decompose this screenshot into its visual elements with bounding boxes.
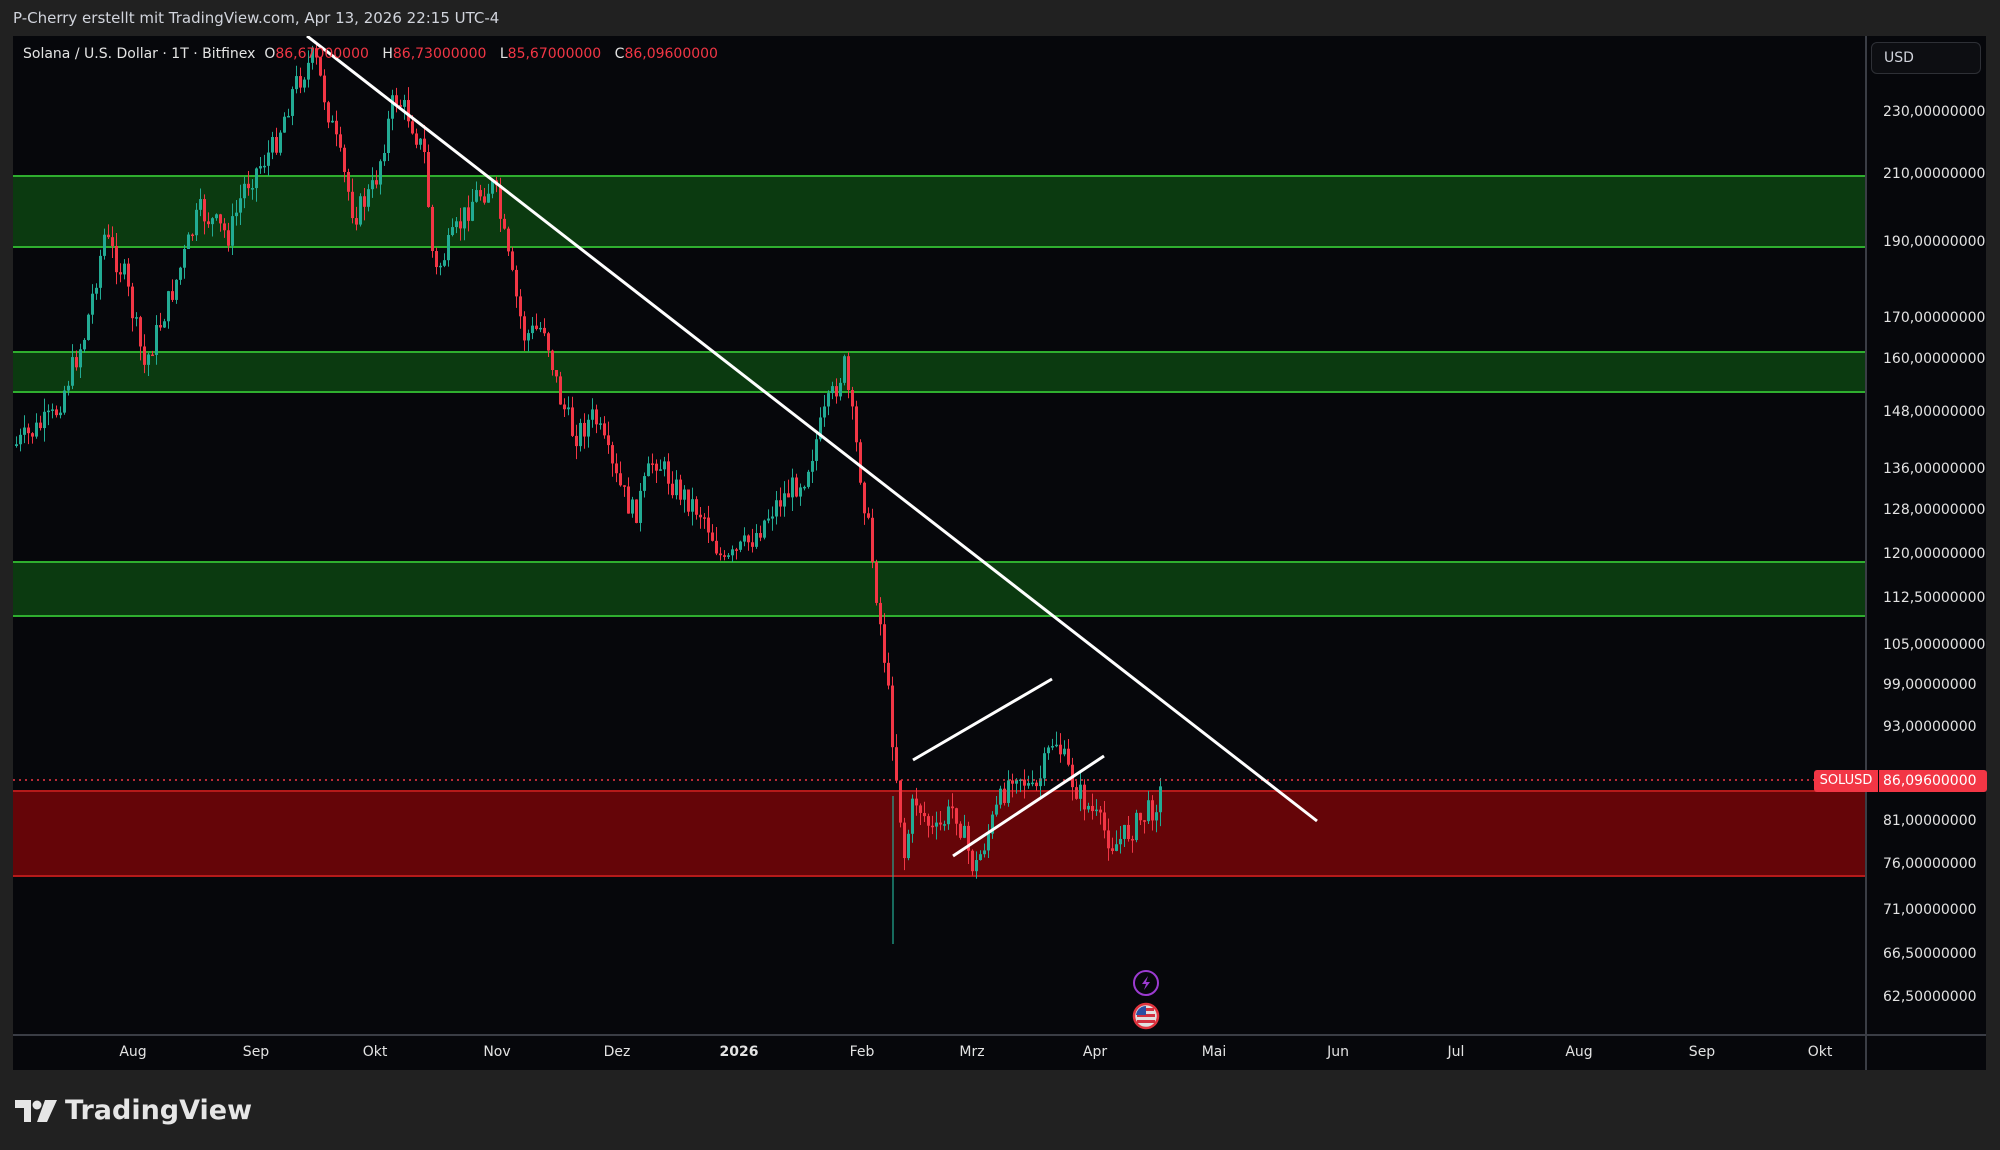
- time-tick-label: Jun: [1327, 1044, 1349, 1060]
- time-tick-label: Aug: [1565, 1044, 1593, 1060]
- price-tick-label: 99,00000000: [1883, 677, 1977, 693]
- time-tick-label: Dez: [603, 1044, 631, 1060]
- time-tick-label: Aug: [119, 1044, 147, 1060]
- descending-trendline: [306, 36, 1318, 823]
- time-tick-label: Apr: [1082, 1044, 1108, 1060]
- symbol-price-tag: SOLUSD: [1814, 770, 1878, 792]
- time-tick-label: Jul: [1447, 1044, 1465, 1060]
- price-tick-label: 112,50000000: [1883, 590, 1986, 606]
- low-value: 85,67000000: [507, 46, 602, 62]
- price-tick-label: 136,00000000: [1883, 461, 1986, 477]
- price-tick-label: 93,00000000: [1883, 719, 1977, 735]
- close-value: 86,09600000: [624, 46, 718, 62]
- candlestick-chart[interactable]: [13, 36, 1865, 1034]
- plot-area[interactable]: Solana / U.S. Dollar · 1T · Bitfinex O86…: [13, 36, 1865, 1034]
- time-tick-label: 2026: [719, 1044, 759, 1060]
- open-label: O: [264, 46, 276, 62]
- chart-panel[interactable]: Solana / U.S. Dollar · 1T · Bitfinex O86…: [13, 36, 1987, 1070]
- price-tick-label: 170,00000000: [1883, 310, 1986, 326]
- time-tick-label: Okt: [1807, 1044, 1833, 1060]
- candles: [15, 42, 1162, 944]
- close-label: C: [614, 46, 625, 62]
- us-flag-icon[interactable]: [1132, 1002, 1160, 1030]
- green-zone-1[interactable]: [13, 175, 1865, 248]
- price-tick-label: 210,00000000: [1883, 166, 1986, 182]
- time-tick-label: Sep: [1688, 1044, 1716, 1060]
- time-axis[interactable]: [13, 1034, 1865, 1070]
- time-tick-label: Mai: [1201, 1044, 1227, 1060]
- open-value: 86,67000000: [275, 46, 369, 62]
- price-tick-label: 160,00000000: [1883, 351, 1986, 367]
- price-tick-label: 128,00000000: [1883, 502, 1986, 518]
- price-tick-label: 230,00000000: [1883, 104, 1986, 120]
- currency-button[interactable]: USD: [1871, 42, 1981, 74]
- channel-lower-line: [952, 754, 1105, 858]
- time-tick-label: Okt: [362, 1044, 388, 1060]
- price-tick-label: 66,50000000: [1883, 946, 1977, 962]
- time-tick-label: Nov: [483, 1044, 511, 1060]
- symbol-legend: Solana / U.S. Dollar · 1T · Bitfinex O86…: [23, 46, 727, 62]
- red-demand-zone[interactable]: [13, 790, 1865, 877]
- channel-upper-line: [912, 677, 1053, 762]
- high-label: H: [382, 46, 393, 62]
- economic-event-icon[interactable]: [1133, 970, 1159, 996]
- tradingview-logo[interactable]: TradingView: [15, 1095, 252, 1126]
- logo-text: TradingView: [65, 1095, 253, 1126]
- price-tick-label: 120,00000000: [1883, 546, 1986, 562]
- price-tick-label: 105,00000000: [1883, 637, 1986, 653]
- time-tick-label: Mrz: [959, 1044, 985, 1060]
- low-label: L: [499, 46, 508, 62]
- green-zone-2[interactable]: [13, 351, 1865, 393]
- symbol-name: Solana / U.S. Dollar · 1T · Bitfinex: [23, 46, 256, 62]
- price-tick-label: 62,50000000: [1883, 989, 1977, 1005]
- current-price-label: 86,09600000: [1879, 770, 1987, 792]
- time-tick-label: Feb: [849, 1044, 875, 1060]
- price-tick-label: 190,00000000: [1883, 234, 1986, 250]
- price-tick-label: 76,00000000: [1883, 856, 1977, 872]
- tradingview-logo-icon: [15, 1099, 57, 1122]
- price-axis[interactable]: [1865, 36, 1986, 1034]
- green-zone-3[interactable]: [13, 561, 1865, 617]
- chart-attribution: P-Cherry erstellt mit TradingView.com, A…: [13, 9, 500, 27]
- price-tick-label: 148,00000000: [1883, 404, 1986, 420]
- axis-corner: [1865, 1034, 1986, 1070]
- high-value: 86,73000000: [392, 46, 487, 62]
- price-tick-label: 81,00000000: [1883, 813, 1977, 829]
- time-tick-label: Sep: [242, 1044, 270, 1060]
- price-tick-label: 71,00000000: [1883, 902, 1977, 918]
